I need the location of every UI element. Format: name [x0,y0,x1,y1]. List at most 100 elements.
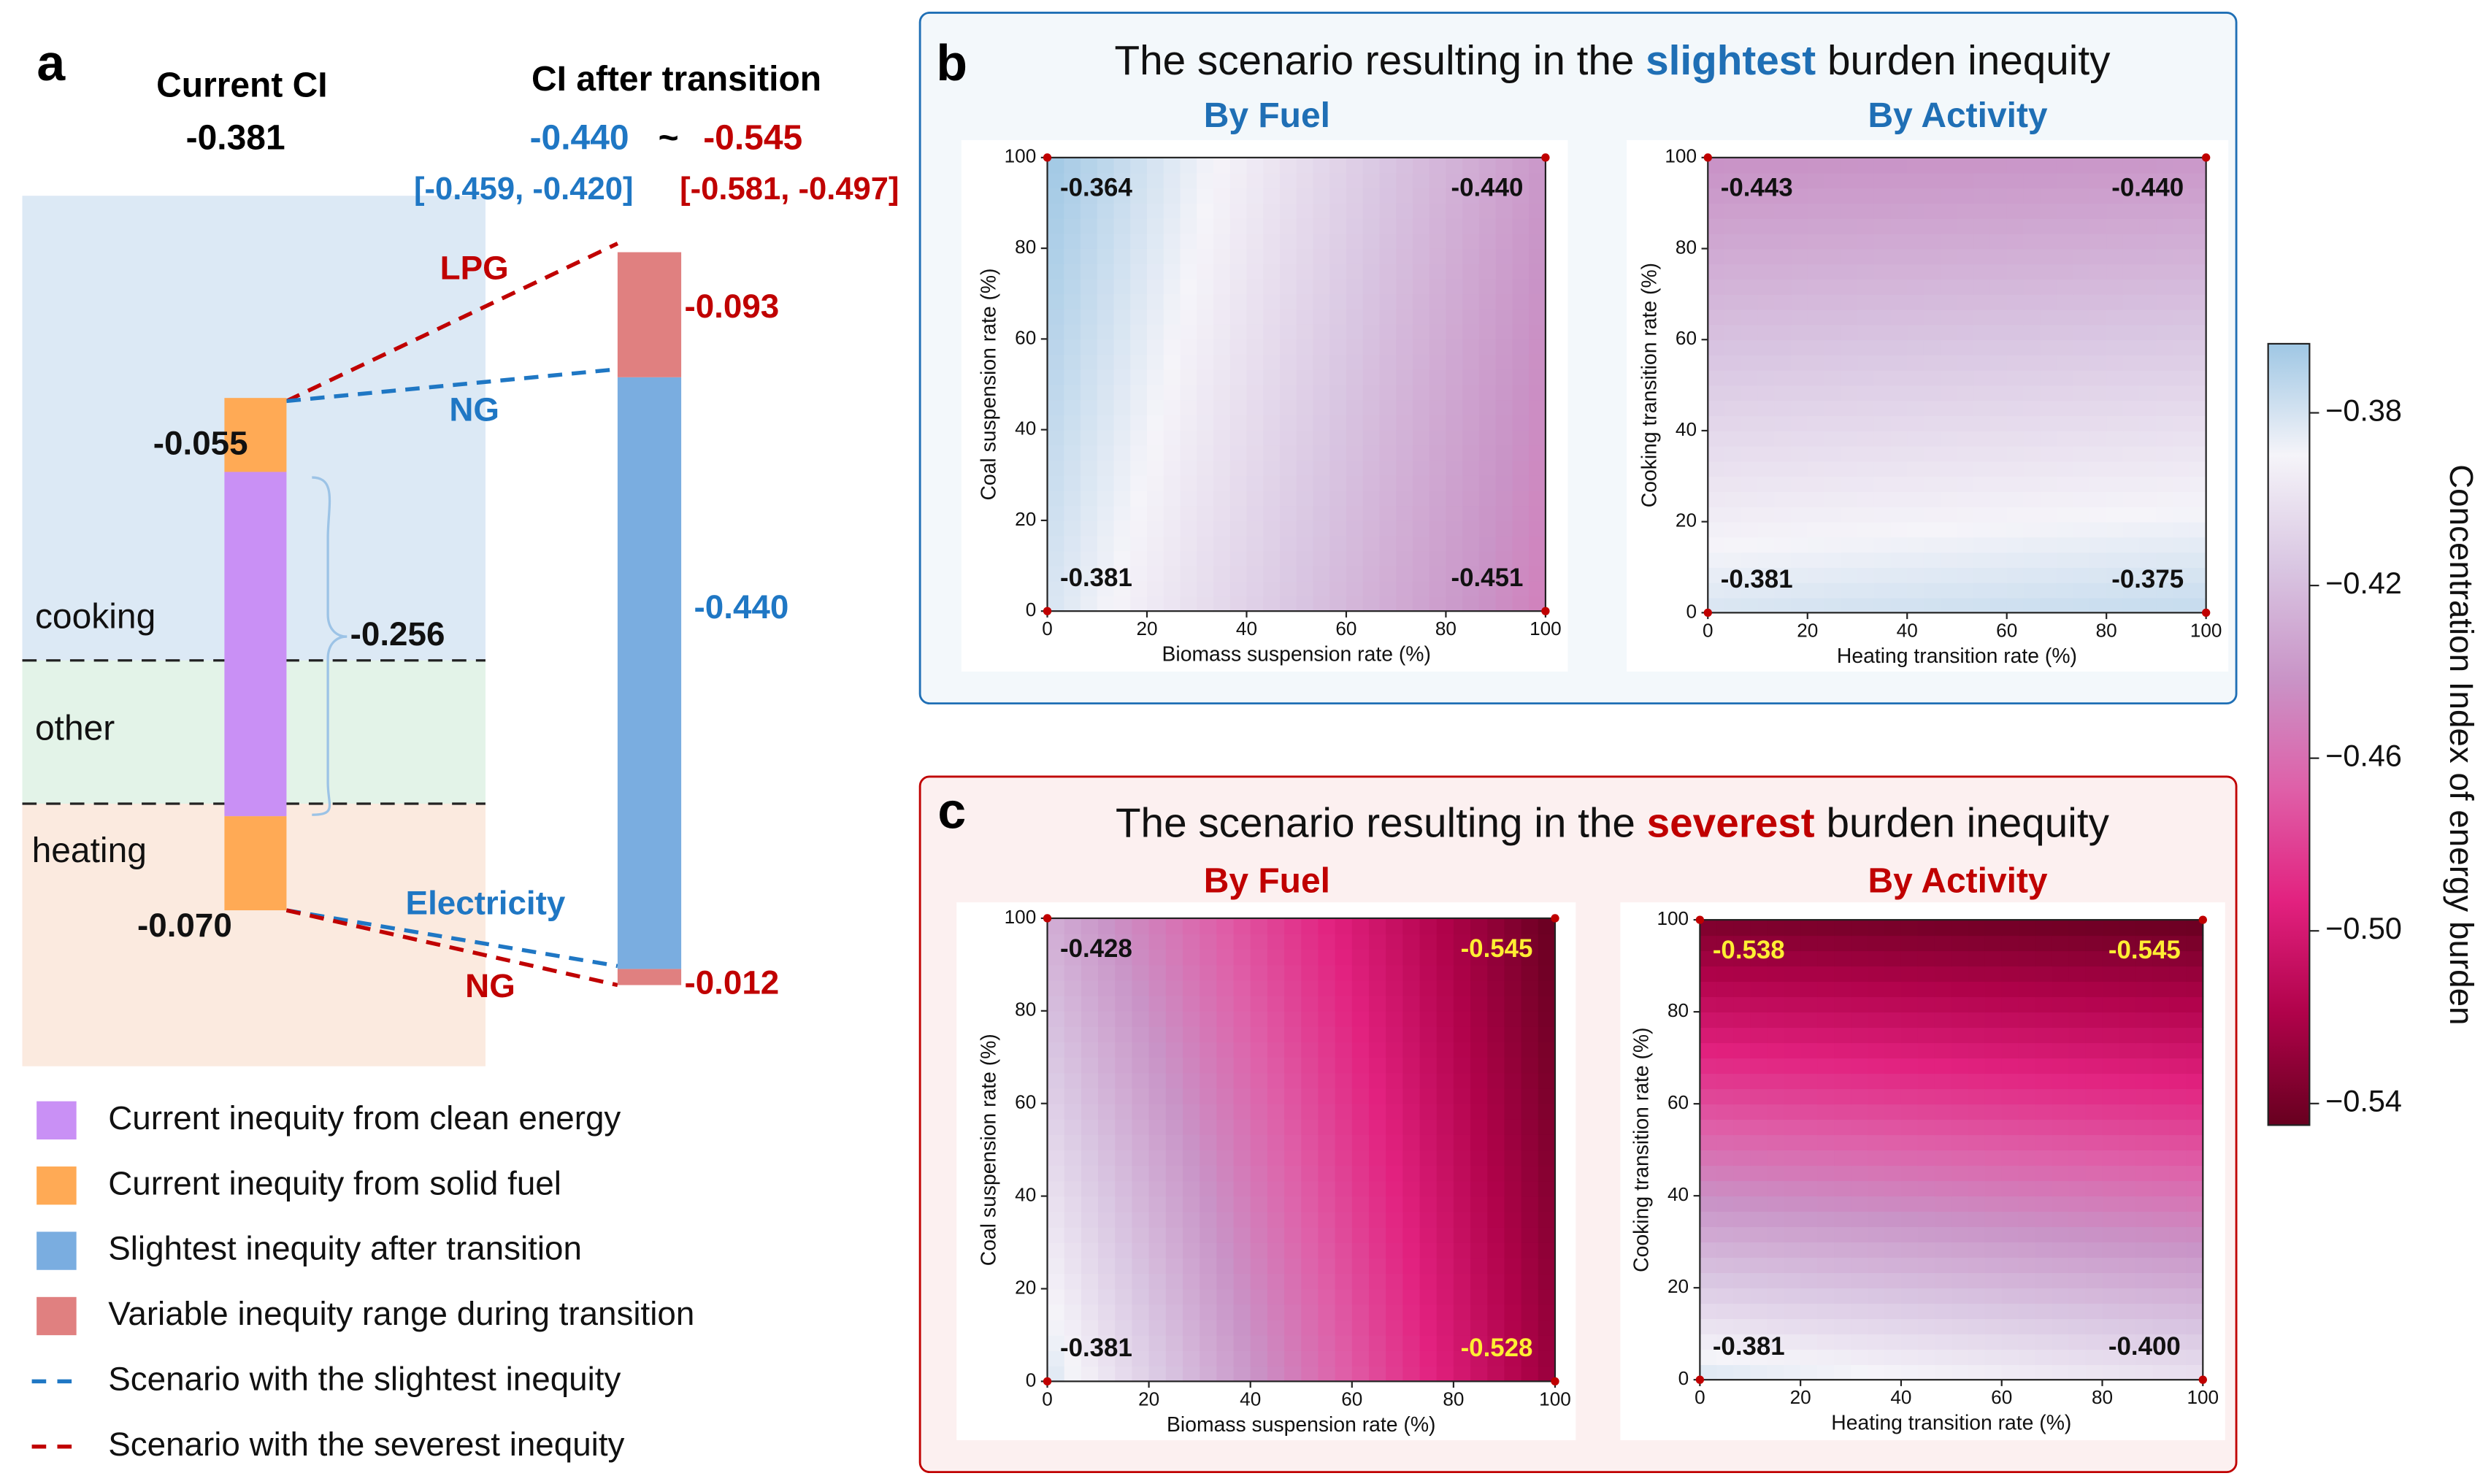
heatmap-cell [1453,1057,1471,1074]
heatmap-cell [1538,1180,1556,1197]
heatmap-cell [2052,935,2070,952]
heatmap-cell [1130,369,1148,385]
heatmap-cell [1923,552,1941,568]
heatmap-cell [1968,1257,1986,1274]
heatmap-cell [2006,597,2025,614]
heatmap-cell [1081,233,1098,249]
heatmap-cell [1907,567,1924,583]
heatmap-cell [2089,521,2108,538]
heatmap-cell [1419,1072,1438,1089]
heatmap-cell [2139,355,2157,371]
heatmap-cell [1436,1273,1454,1290]
heatmap-cell [1180,505,1198,521]
heatmap-cell [1064,172,1081,189]
heatmap-cell [1824,157,1842,174]
heatmap-cell [1301,1319,1319,1336]
heatmap-cell [1362,580,1381,597]
heatmap-cell [1263,157,1281,174]
heatmap-cell [1246,550,1264,566]
heatmap-cell [2173,400,2190,417]
heatmap-cell [1462,490,1480,507]
heatmap-cell [1900,1272,1919,1289]
heatmap-cell [1774,339,1792,355]
heatmap-cell [1716,1257,1735,1274]
heatmap-cell [1284,1180,1302,1197]
heatmap-cell [1047,1088,1065,1104]
heatmap-cell [1130,596,1148,612]
heatmap-cell [2173,461,2190,477]
heatmap-cell [1907,218,1924,234]
heatmap-cell [1200,934,1218,950]
heatmap-cell [1267,1165,1285,1182]
heatmap-cell [1163,218,1181,234]
heatmap-cell [1529,188,1546,204]
heatmap-cell [1800,1364,1818,1381]
heatmap-cell [2035,1242,2053,1258]
heatmap-cell [1868,1349,1885,1366]
heatmap-cell [1386,1242,1404,1259]
heatmap-cell [1791,218,1808,234]
heatmap-cell [1538,1226,1556,1243]
heatmap-cell [1495,490,1513,507]
heatmap-cell [1216,1334,1235,1351]
heatmap-cell [2006,521,2025,538]
heatmap-cell [1984,1318,2003,1335]
heatmap-cell [1733,1027,1751,1044]
heatmap-cell [1412,308,1430,325]
heatmap-cell [2135,1012,2154,1029]
heatmap-cell [1081,934,1099,950]
heatmap-cell [1873,188,1892,204]
heatmap-cell [1130,157,1148,174]
heatmap-cell [1940,476,1958,492]
heatmap-cell [1213,505,1231,521]
heatmap-cell [1478,233,1497,249]
heatmap-cell [2040,309,2057,326]
heatmap-cell [2122,415,2141,431]
heatmap-cell [2040,264,2057,280]
heatmap-cell [2056,476,2074,492]
heatmap-cell [1478,308,1497,325]
heatmap-cell [1940,188,1958,204]
heatmap-cell [1200,1288,1218,1305]
heatmap-cell [1113,202,1132,219]
heatmap-cell [1700,981,1718,998]
heatmap-cell [1250,1010,1268,1027]
heatmap-cell [1989,506,2008,523]
heatmap-cell [1047,248,1065,264]
heatmap-cell [1984,1042,2003,1059]
heatmap-cell [1757,264,1776,280]
heatmap-cell [1064,1042,1082,1058]
heatmap-cell [2068,996,2087,1013]
heatmap-cell [2152,1226,2171,1243]
heatmap-cell [1402,1042,1421,1058]
heatmap-cell [1284,1010,1302,1027]
heatmap-cell [1148,949,1167,966]
heatmap-cell [1368,949,1387,966]
heatmap-cell [1047,278,1065,295]
heatmap-cell [1504,1150,1522,1166]
heatmap-cell [1504,934,1522,950]
heatmap-cell [1379,535,1397,552]
heatmap-cell [1917,1242,1935,1258]
heatmap-cell [1907,415,1924,431]
heatmap-cell [1229,263,1248,280]
heatmap-cell [1708,521,1725,538]
connector-label: LPG [440,250,509,287]
heatmap-cell [1733,1272,1751,1289]
heatmap-cell [1313,369,1331,385]
heatmap-cell [2106,233,2124,250]
heatmap-cell [1180,233,1198,249]
heatmap-cell [2102,1226,2120,1243]
heatmap-cell [1386,1211,1404,1228]
heatmap-cell [2173,339,2190,355]
heatmap-cell [1379,248,1397,264]
heatmap-cell [1284,1242,1302,1259]
heatmap-cell [1115,1165,1133,1182]
heatmap-cell [1900,996,1919,1013]
heatmap-cell [1429,263,1447,280]
heatmap-cell [1834,1042,1851,1059]
heatmap-cell [1884,1119,1902,1136]
heatmap-cell [2035,1073,2053,1090]
heatmap-cell [1097,188,1115,204]
heatmap-cell [1284,1211,1302,1228]
